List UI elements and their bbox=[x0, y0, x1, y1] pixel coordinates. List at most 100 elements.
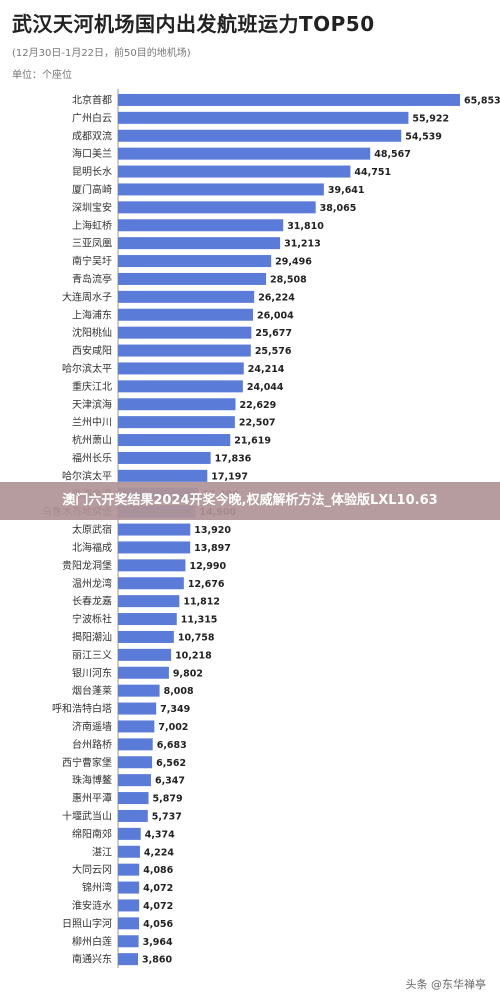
category-label: 柳州白莲 bbox=[72, 935, 112, 948]
bar bbox=[118, 344, 251, 357]
value-label: 4,374 bbox=[145, 829, 175, 840]
bar bbox=[118, 917, 140, 930]
value-label: 17,197 bbox=[211, 471, 248, 482]
bar bbox=[118, 774, 151, 787]
value-label: 38,065 bbox=[320, 203, 357, 214]
bar bbox=[118, 881, 140, 894]
value-label: 10,758 bbox=[178, 632, 215, 643]
bar bbox=[118, 129, 402, 142]
bar bbox=[118, 684, 160, 697]
category-label: 昆明长水 bbox=[72, 166, 112, 178]
bar bbox=[118, 935, 139, 948]
value-label: 22,629 bbox=[240, 400, 277, 411]
bar bbox=[118, 416, 235, 429]
banner-text[interactable]: 澳门六开奖结果2024开奖今晚,权威解析方法_体验版LXL10.63 bbox=[62, 493, 438, 508]
category-label: 福州长乐 bbox=[72, 451, 112, 464]
value-label: 55,922 bbox=[412, 113, 449, 124]
category-label: 海口美兰 bbox=[72, 147, 112, 160]
bar bbox=[118, 559, 186, 572]
category-label: 银川河东 bbox=[72, 666, 112, 679]
value-label: 21,619 bbox=[234, 436, 271, 447]
bar bbox=[118, 111, 409, 124]
category-label: 天津滨海 bbox=[72, 398, 112, 411]
bar bbox=[118, 308, 254, 321]
value-label: 7,002 bbox=[158, 722, 188, 733]
value-label: 44,751 bbox=[354, 167, 391, 178]
value-label: 22,507 bbox=[239, 418, 276, 429]
category-label: 揭阳潮汕 bbox=[72, 630, 112, 643]
bar bbox=[118, 451, 211, 464]
value-label: 3,964 bbox=[143, 937, 173, 948]
category-label: 北京首都 bbox=[72, 93, 112, 106]
value-label: 11,812 bbox=[183, 597, 220, 608]
category-label: 太原武宿 bbox=[72, 523, 112, 536]
bar bbox=[118, 219, 284, 232]
bar bbox=[118, 666, 169, 679]
bar bbox=[118, 326, 252, 339]
bar bbox=[118, 362, 244, 375]
value-label: 8,008 bbox=[164, 686, 194, 697]
value-label: 4,072 bbox=[143, 901, 173, 912]
category-label: 日照山字河 bbox=[62, 917, 112, 930]
value-label: 25,677 bbox=[255, 328, 292, 339]
category-label: 北海福成 bbox=[72, 541, 112, 554]
bar bbox=[118, 827, 141, 840]
value-label: 65,853 bbox=[464, 95, 500, 106]
bar bbox=[118, 595, 180, 608]
value-label: 54,539 bbox=[405, 131, 442, 142]
bar bbox=[118, 863, 140, 876]
value-label: 26,004 bbox=[257, 310, 294, 321]
category-label: 宁波栎社 bbox=[72, 613, 112, 626]
bar bbox=[118, 434, 231, 447]
category-label: 兰州中川 bbox=[72, 416, 112, 429]
bar bbox=[118, 523, 191, 536]
category-label: 湛江 bbox=[92, 846, 112, 858]
bar bbox=[118, 738, 153, 751]
category-label: 珠海博鳌 bbox=[72, 774, 112, 787]
value-label: 11,315 bbox=[181, 615, 218, 626]
category-label: 温州龙湾 bbox=[72, 577, 112, 590]
bar bbox=[118, 953, 139, 966]
bar bbox=[118, 541, 191, 554]
category-label: 淮安涟水 bbox=[72, 899, 112, 912]
category-label: 沈阳桃仙 bbox=[72, 326, 112, 339]
category-label: 广州白云 bbox=[72, 111, 112, 124]
category-label: 青岛流亭 bbox=[72, 272, 112, 285]
bar bbox=[118, 792, 149, 805]
bar bbox=[118, 845, 140, 858]
value-label: 6,683 bbox=[157, 740, 187, 751]
value-label: 4,056 bbox=[143, 919, 173, 930]
value-label: 24,044 bbox=[247, 382, 284, 393]
category-label: 大同云冈 bbox=[72, 863, 112, 876]
bar bbox=[118, 899, 140, 912]
category-label: 重庆江北 bbox=[72, 380, 112, 393]
bar bbox=[118, 93, 460, 106]
value-label: 5,879 bbox=[153, 794, 183, 805]
category-label: 厦门高崎 bbox=[72, 183, 112, 196]
value-label: 24,214 bbox=[248, 364, 285, 375]
category-label: 成都双流 bbox=[72, 129, 112, 142]
category-label: 贵阳龙洞堡 bbox=[62, 559, 112, 572]
value-label: 31,213 bbox=[284, 239, 321, 250]
bar bbox=[118, 720, 155, 733]
bar bbox=[118, 809, 148, 822]
category-label: 绵阳南郊 bbox=[72, 827, 112, 840]
overlay-banner[interactable]: 澳门六开奖结果2024开奖今晚,权威解析方法_体验版LXL10.63 bbox=[0, 482, 500, 520]
value-label: 12,676 bbox=[188, 579, 225, 590]
category-label: 十堰武当山 bbox=[62, 809, 112, 822]
value-label: 31,810 bbox=[287, 221, 324, 232]
category-label: 南通兴东 bbox=[72, 953, 112, 966]
category-label: 西宁曹家堡 bbox=[62, 756, 112, 769]
category-label: 丽江三义 bbox=[72, 649, 112, 661]
value-label: 7,349 bbox=[160, 704, 190, 715]
value-label: 26,224 bbox=[258, 292, 295, 303]
value-label: 4,086 bbox=[143, 865, 173, 876]
category-label: 大连周水子 bbox=[62, 290, 112, 303]
bar bbox=[118, 648, 172, 661]
chart-title: 武汉天河机场国内出发航班运力TOP50 bbox=[12, 12, 375, 36]
bar bbox=[118, 756, 153, 769]
bar bbox=[118, 613, 177, 626]
unit-label: 单位：个座位 bbox=[12, 70, 72, 81]
value-label: 13,897 bbox=[194, 543, 231, 554]
